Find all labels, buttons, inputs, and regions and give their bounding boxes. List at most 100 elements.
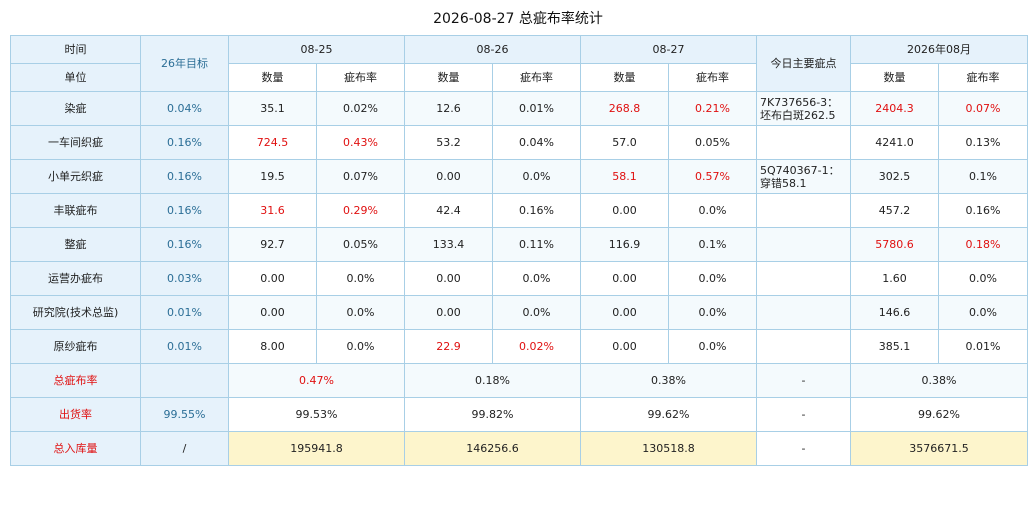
qty-cell: 0.00 (580, 193, 669, 228)
row-label: 研究院(技术总监) (10, 295, 141, 330)
rate-cell: 0.0% (316, 329, 405, 364)
rate-cell: 0.57% (668, 159, 757, 194)
rate-cell: 0.07% (316, 159, 405, 194)
date-header-3: 08-27 (580, 35, 757, 64)
main-defect-cell (756, 227, 851, 262)
rate-cell: 0.0% (668, 193, 757, 228)
rate-cell: 0.0% (316, 295, 405, 330)
rate-cell: 0.21% (668, 91, 757, 126)
qty-header: 数量 (404, 63, 493, 92)
target-cell: 0.03% (140, 261, 229, 296)
summary-value: 0.18% (404, 363, 581, 398)
table-row: 原纱疵布 0.01% 8.00 0.0% 22.9 0.02% 0.00 0.0% 385.1 0… (10, 329, 1028, 364)
date-header-1: 08-25 (228, 35, 405, 64)
month-rate-cell: 0.1% (938, 159, 1028, 194)
rate-cell: 0.1% (668, 227, 757, 262)
month-qty-cell: 385.1 (850, 329, 939, 364)
main-defect-header: 今日主要疵点 (756, 35, 851, 92)
month-qty-cell: 146.6 (850, 295, 939, 330)
qty-cell: 0.00 (404, 159, 493, 194)
rate-cell: 0.16% (492, 193, 581, 228)
defect-rate-table: 时间 26年目标 08-25 08-26 08-27 今日主要疵点 2026年0… (10, 35, 1028, 466)
row-label: 染疵 (10, 91, 141, 126)
rate-cell: 0.0% (492, 295, 581, 330)
rate-cell: 0.11% (492, 227, 581, 262)
month-qty-cell: 302.5 (850, 159, 939, 194)
qty-cell: 58.1 (580, 159, 669, 194)
qty-cell: 0.00 (228, 261, 317, 296)
row-label: 原纱疵布 (10, 329, 141, 364)
month-rate-cell: 0.01% (938, 329, 1028, 364)
summary-label: 出货率 (10, 397, 141, 432)
row-label: 一车间织疵 (10, 125, 141, 160)
date-header-2: 08-26 (404, 35, 581, 64)
main-defect-cell (756, 295, 851, 330)
summary-month: 99.62% (850, 397, 1028, 432)
row-label: 丰联疵布 (10, 193, 141, 228)
summary-month: 3576671.5 (850, 431, 1028, 466)
rate-cell: 0.05% (316, 227, 405, 262)
target-cell: 0.16% (140, 193, 229, 228)
rate-cell: 0.05% (668, 125, 757, 160)
rate-cell: 0.02% (316, 91, 405, 126)
summary-value: 0.38% (580, 363, 757, 398)
qty-header: 数量 (228, 63, 317, 92)
page-title: 2026-08-27 总疵布率统计 (433, 11, 603, 27)
qty-cell: 133.4 (404, 227, 493, 262)
qty-cell: 0.00 (228, 295, 317, 330)
month-qty-cell: 5780.6 (850, 227, 939, 262)
qty-header: 数量 (850, 63, 939, 92)
main-defect-note-line: 5Q740367-1： (760, 163, 840, 177)
qty-cell: 42.4 (404, 193, 493, 228)
table-row: 丰联疵布 0.16% 31.6 0.29% 42.4 0.16% 0.00 0.0% 457.2… (10, 193, 1028, 228)
month-qty-cell: 2404.3 (850, 91, 939, 126)
summary-value: 99.82% (404, 397, 581, 432)
header-row-dates: 时间 26年目标 08-25 08-26 08-27 今日主要疵点 2026年0… (10, 35, 1028, 92)
rate-cell: 0.04% (492, 125, 581, 160)
main-defect-cell: 7K737656-3： 坯布白斑262.5 (756, 91, 851, 126)
qty-cell: 8.00 (228, 329, 317, 364)
summary-value: 195941.8 (228, 431, 405, 466)
main-defect-note-line: 穿错58.1 (760, 176, 807, 190)
qty-cell: 724.5 (228, 125, 317, 160)
month-qty-cell: 4241.0 (850, 125, 939, 160)
qty-cell: 31.6 (228, 193, 317, 228)
table-row: 整疵 0.16% 92.7 0.05% 133.4 0.11% 116.9 0.1% 5780.… (10, 227, 1028, 262)
qty-cell: 0.00 (404, 261, 493, 296)
summary-month: 0.38% (850, 363, 1028, 398)
rate-cell: 0.02% (492, 329, 581, 364)
target-cell: 0.01% (140, 329, 229, 364)
summary-value: 146256.6 (404, 431, 581, 466)
qty-cell: 0.00 (580, 261, 669, 296)
summary-value: 99.62% (580, 397, 757, 432)
main-defect-note-line: 7K737656-3： (760, 95, 839, 109)
summary-label: 总疵布率 (10, 363, 141, 398)
rate-cell: 0.01% (492, 91, 581, 126)
rate-cell: 0.0% (668, 261, 757, 296)
summary-value: 99.53% (228, 397, 405, 432)
qty-cell: 116.9 (580, 227, 669, 262)
target-cell (140, 363, 229, 398)
rate-cell: 0.0% (316, 261, 405, 296)
target-cell: 0.16% (140, 227, 229, 262)
rate-header: 疵布率 (316, 63, 405, 92)
summary-note: - (756, 431, 851, 466)
month-rate-cell: 0.0% (938, 295, 1028, 330)
table-row: 一车间织疵 0.16% 724.5 0.43% 53.2 0.04% 57.0 0.05% 42… (10, 125, 1028, 160)
table-row: 小单元织疵 0.16% 19.5 0.07% 0.00 0.0% 58.1 0.57% 5Q74… (10, 159, 1028, 194)
summary-value: 130518.8 (580, 431, 757, 466)
target-cell: 0.01% (140, 295, 229, 330)
target-cell: / (140, 431, 229, 466)
target-cell: 0.16% (140, 159, 229, 194)
main-defect-cell (756, 329, 851, 364)
summary-note: - (756, 397, 851, 432)
table-row: 染疵 0.04% 35.1 0.02% 12.6 0.01% 268.8 0.21% 7K737… (10, 91, 1028, 126)
main-defect-cell (756, 193, 851, 228)
target-header: 26年目标 (140, 35, 229, 92)
month-qty-cell: 457.2 (850, 193, 939, 228)
summary-row: 总入库量/195941.8 146256.6 130518.8-3576671.5 (10, 431, 1028, 466)
time-header: 时间 (10, 35, 141, 64)
rate-header: 疵布率 (938, 63, 1028, 92)
table-row: 研究院(技术总监) 0.01% 0.00 0.0% 0.00 0.0% 0.00 0.0% 14… (10, 295, 1028, 330)
qty-cell: 0.00 (580, 295, 669, 330)
